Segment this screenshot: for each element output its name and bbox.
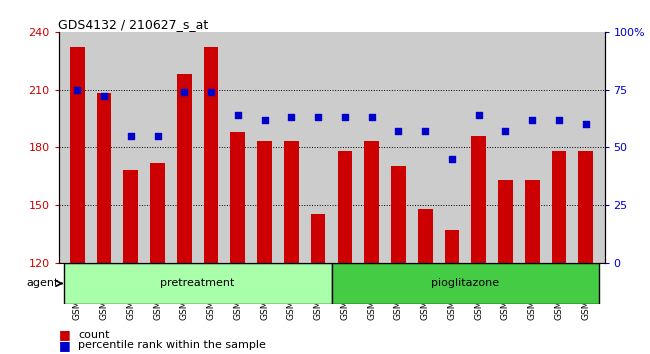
Bar <box>284 141 299 263</box>
Bar <box>64 263 332 304</box>
Text: percentile rank within the sample: percentile rank within the sample <box>78 340 266 350</box>
Bar <box>391 166 406 263</box>
Point <box>125 133 136 138</box>
Point <box>206 89 216 95</box>
Bar <box>332 263 599 304</box>
Point <box>393 128 404 134</box>
Point <box>554 117 564 122</box>
Bar <box>70 47 84 263</box>
Bar <box>418 209 432 263</box>
Point <box>152 133 162 138</box>
Text: ■: ■ <box>58 328 70 341</box>
Point <box>420 128 430 134</box>
Point <box>527 117 538 122</box>
Point <box>72 87 83 92</box>
Point <box>340 114 350 120</box>
Point <box>286 114 296 120</box>
Bar <box>203 47 218 263</box>
Bar <box>552 151 566 263</box>
Bar <box>150 162 165 263</box>
Text: agent: agent <box>27 279 59 289</box>
Point <box>259 117 270 122</box>
Point <box>233 112 243 118</box>
Bar <box>311 215 326 263</box>
Bar <box>471 136 486 263</box>
Text: GDS4132 / 210627_s_at: GDS4132 / 210627_s_at <box>58 18 209 31</box>
Point <box>99 93 109 99</box>
Point <box>580 121 591 127</box>
Bar <box>97 93 111 263</box>
Bar <box>231 132 245 263</box>
Text: pretreatment: pretreatment <box>161 279 235 289</box>
Bar <box>124 170 138 263</box>
Bar <box>498 180 513 263</box>
Point <box>179 89 190 95</box>
Text: ■: ■ <box>58 339 70 352</box>
Bar <box>177 74 192 263</box>
Bar <box>445 230 460 263</box>
Point <box>500 128 511 134</box>
Bar <box>257 141 272 263</box>
Bar <box>364 141 379 263</box>
Text: pioglitazone: pioglitazone <box>431 279 499 289</box>
Bar <box>525 180 540 263</box>
Point <box>367 114 377 120</box>
Point <box>473 112 484 118</box>
Text: count: count <box>78 330 109 339</box>
Point <box>313 114 323 120</box>
Point <box>447 156 457 161</box>
Bar <box>578 151 593 263</box>
Bar <box>337 151 352 263</box>
